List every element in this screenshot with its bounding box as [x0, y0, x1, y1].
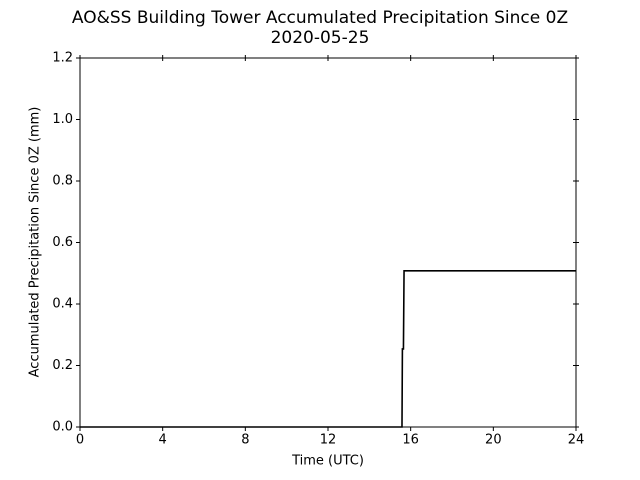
x-tick-label: 4 — [159, 433, 167, 448]
x-tick-label: 0 — [76, 433, 84, 448]
x-tick-label: 20 — [485, 433, 502, 448]
y-tick-label: 0.4 — [52, 297, 73, 312]
y-tick-label: 0.2 — [52, 358, 73, 373]
x-axis-label: Time (UTC) — [291, 454, 364, 469]
x-tick-label: 24 — [568, 433, 585, 448]
chart-subtitle: 2020-05-25 — [271, 28, 370, 48]
chart-title: AO&SS Building Tower Accumulated Precipi… — [72, 8, 568, 28]
plot-frame — [79, 57, 577, 428]
y-tick-label: 1.0 — [52, 112, 73, 127]
y-tick-label: 1.2 — [52, 51, 73, 66]
y-tick-label: 0.6 — [52, 235, 73, 250]
y-tick-label: 0.0 — [52, 420, 73, 435]
data-line — [80, 269, 576, 428]
y-axis-label: Accumulated Precipitation Since 0Z (mm) — [28, 107, 43, 378]
x-tick-label: 16 — [402, 433, 419, 448]
y-tick-label: 0.8 — [52, 174, 73, 189]
x-tick-label: 12 — [320, 433, 337, 448]
x-tick-label: 8 — [241, 433, 249, 448]
